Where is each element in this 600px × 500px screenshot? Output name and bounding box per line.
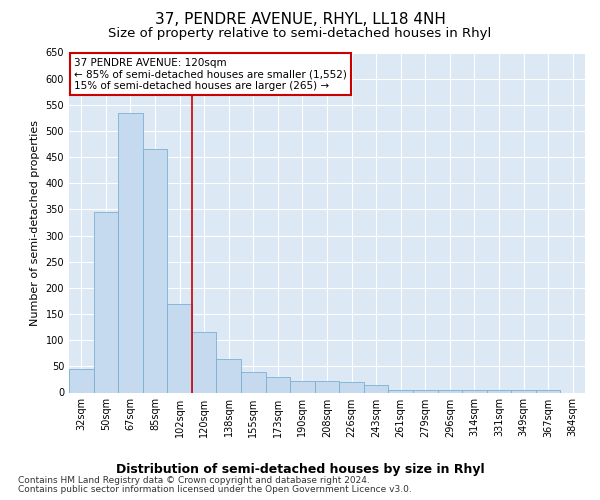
Bar — [266, 377, 290, 392]
Bar — [290, 381, 315, 392]
Text: 37, PENDRE AVENUE, RHYL, LL18 4NH: 37, PENDRE AVENUE, RHYL, LL18 4NH — [155, 12, 445, 28]
Bar — [462, 390, 487, 392]
Bar — [437, 390, 462, 392]
Bar — [94, 212, 118, 392]
Bar — [315, 381, 339, 392]
Bar — [339, 382, 364, 392]
Bar — [241, 372, 266, 392]
Text: Size of property relative to semi-detached houses in Rhyl: Size of property relative to semi-detach… — [109, 28, 491, 40]
Bar — [364, 384, 388, 392]
Text: Contains public sector information licensed under the Open Government Licence v3: Contains public sector information licen… — [18, 484, 412, 494]
Y-axis label: Number of semi-detached properties: Number of semi-detached properties — [30, 120, 40, 326]
Bar — [511, 390, 536, 392]
Text: 37 PENDRE AVENUE: 120sqm
← 85% of semi-detached houses are smaller (1,552)
15% o: 37 PENDRE AVENUE: 120sqm ← 85% of semi-d… — [74, 58, 347, 91]
Bar — [167, 304, 192, 392]
Bar — [192, 332, 217, 392]
Bar — [388, 390, 413, 392]
Bar — [118, 112, 143, 392]
Text: Contains HM Land Registry data © Crown copyright and database right 2024.: Contains HM Land Registry data © Crown c… — [18, 476, 370, 485]
Text: Distribution of semi-detached houses by size in Rhyl: Distribution of semi-detached houses by … — [116, 462, 484, 475]
Bar — [217, 358, 241, 392]
Bar — [69, 369, 94, 392]
Bar — [413, 390, 437, 392]
Bar — [143, 150, 167, 392]
Bar — [536, 390, 560, 392]
Bar — [487, 390, 511, 392]
